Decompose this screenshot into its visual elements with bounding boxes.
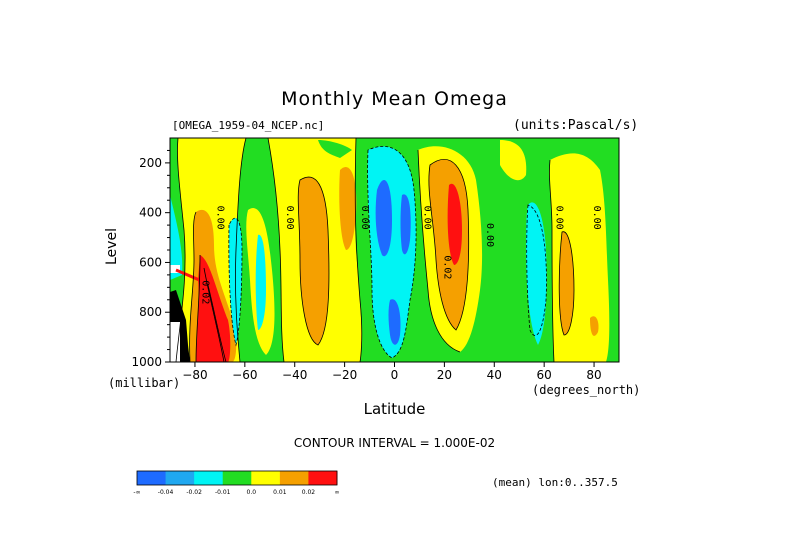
colorbar-swatch [222,471,252,485]
contour-label: 0.02 [441,255,452,279]
contour-region [526,202,547,345]
y-tick-label: 400 [139,206,162,220]
contour-label: 0.00 [359,206,370,230]
contour-label: 0.00 [284,206,295,230]
contour-line [549,159,555,362]
x-tick-label: 20 [437,368,452,382]
contour-region [175,268,212,306]
x-tick-label: −40 [282,368,307,382]
contour-region [500,140,527,181]
contour-region [400,194,411,255]
x-tick-label: 40 [487,368,502,382]
colorbar-swatch [165,471,195,485]
colorbar-label: -0.02 [186,489,202,496]
y-axis-units: (millibar) [108,376,181,390]
colorbar: -∞ -0.04 -0.02 -0.01 0.0 0.01 0.02 ∞ [133,470,340,496]
colorbar-swatch [308,471,338,485]
x-tick-label: 60 [537,368,552,382]
contour-line [189,211,197,362]
contour-line [297,176,330,346]
contour-label: 0.02 [199,280,210,304]
x-axis-label: Latitude [363,400,426,418]
x-tick-label: 0 [391,368,399,382]
contour-label: 0.00 [421,206,432,230]
x-tick-label: −60 [232,368,257,382]
contour-line [235,138,247,362]
x-tick-label: −20 [332,368,357,382]
y-tick-label: 800 [139,305,162,319]
colorbar-label: ∞ [335,489,340,496]
contour-region [170,195,183,280]
contour-label: 0.00 [591,206,602,230]
contour-region [170,265,180,273]
colorbar-label: -∞ [133,489,140,496]
contour-line [228,217,243,347]
chart-title: Monthly Mean Omega [281,88,508,110]
contour-line [195,254,201,362]
contour-line [526,204,547,336]
y-tick-label: 600 [139,255,162,269]
units-label: (units:Pascal/s) [513,118,639,133]
contour-line [428,159,470,331]
colorbar-swatch [251,471,281,485]
contour-line [267,138,285,362]
contour-line [367,146,417,359]
x-axis-units: (degrees_north) [532,383,641,397]
y-tick-label: 200 [139,156,162,170]
contour-region [447,183,462,265]
y-axis: 200 400 600 800 1000 [131,149,170,369]
colorbar-swatch [279,471,309,485]
contour-line [558,231,575,336]
contour-region [170,322,180,362]
x-tick-label: −80 [182,368,207,382]
contour-region [298,177,329,345]
contour-region [318,140,352,158]
colorbar-swatch [137,471,167,485]
contour-label: 0.00 [554,206,565,230]
contour-line [175,138,186,362]
colorbar-frame [136,470,338,486]
contour-line [354,138,363,362]
contour-label: 0.00 [484,223,495,247]
contour-fill-layer [170,138,619,362]
contour-label: 0.00 [214,206,225,230]
y-tick-label: 1000 [131,355,162,369]
colorbar-label: 0.01 [273,489,287,496]
contour-labels: 0.00 0.00 0.00 0.00 0.00 0.00 0.00 0.02 0.02 [199,206,602,305]
contour-region [559,231,574,335]
contour-interval-label: CONTOUR INTERVAL = 1.000E-02 [293,436,496,450]
contour-region [339,167,357,250]
contour-region [375,180,392,257]
contour-region [590,316,599,336]
x-tick-label: 80 [586,368,601,382]
dataset-label: [OMEGA_1959-04_NCEP.nc] [172,119,325,132]
contour-region [549,153,610,362]
contour-region [255,234,266,330]
colorbar-label: 0.0 [247,489,257,496]
contour-line [203,267,225,362]
contour-region [388,299,401,345]
contour-lines [175,138,575,362]
mean-lon-label: (mean) lon:0..357.5 [492,476,618,489]
x-axis: −80 −60 −40 −20 0 20 40 60 80 [182,362,602,382]
colorbar-label: -0.01 [215,489,231,496]
colorbar-swatch [194,471,224,485]
contour-line [417,149,461,353]
colorbar-label: -0.04 [158,489,174,496]
colorbar-label: 0.02 [302,489,316,496]
contour-line [207,284,227,362]
